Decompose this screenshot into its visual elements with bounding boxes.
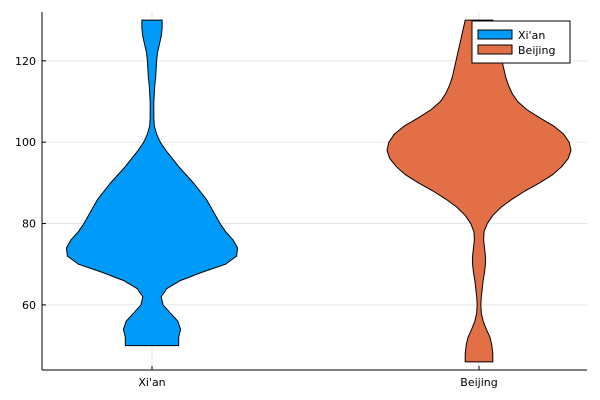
violin-xian: [65, 19, 239, 347]
legend-label: Xi'an: [518, 29, 545, 42]
x-tick-label: Xi'an: [138, 376, 165, 389]
legend-label: Beijing: [518, 44, 555, 57]
legend: Xi'an Beijing: [471, 20, 571, 64]
legend-swatch: [477, 44, 513, 55]
x-tick-label: Beijing: [460, 376, 497, 389]
y-tick-label: 100: [15, 136, 36, 149]
violin-beijing: [386, 19, 572, 363]
legend-swatch: [477, 29, 513, 40]
y-tick-label: 80: [22, 218, 36, 231]
y-tick-label: 60: [22, 299, 36, 312]
violins: [65, 19, 572, 363]
y-tick-label: 120: [15, 55, 36, 68]
axes: 60 80 100 120 Xi'an Beijing: [15, 12, 587, 389]
legend-box: [471, 20, 571, 64]
